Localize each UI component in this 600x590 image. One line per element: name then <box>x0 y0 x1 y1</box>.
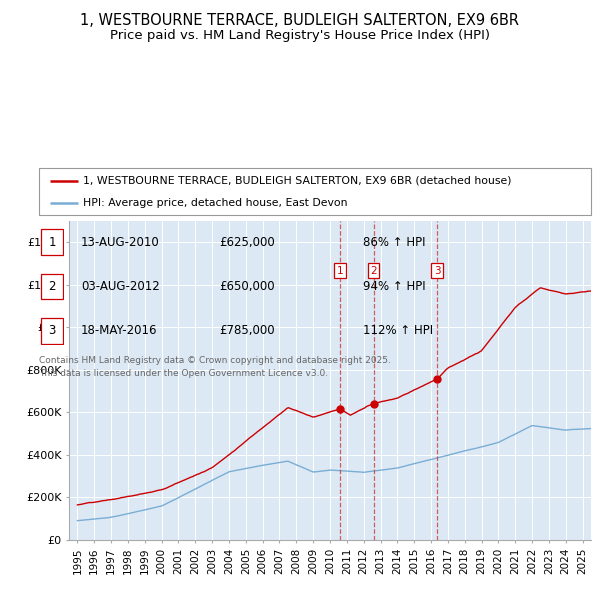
Text: 94% ↑ HPI: 94% ↑ HPI <box>363 280 425 293</box>
Text: 112% ↑ HPI: 112% ↑ HPI <box>363 324 433 337</box>
Text: HPI: Average price, detached house, East Devon: HPI: Average price, detached house, East… <box>83 198 347 208</box>
Text: 13-AUG-2010: 13-AUG-2010 <box>81 235 160 249</box>
Text: 18-MAY-2016: 18-MAY-2016 <box>81 324 157 337</box>
Text: 1, WESTBOURNE TERRACE, BUDLEIGH SALTERTON, EX9 6BR: 1, WESTBOURNE TERRACE, BUDLEIGH SALTERTO… <box>80 13 520 28</box>
FancyBboxPatch shape <box>41 318 63 343</box>
Text: 2: 2 <box>49 280 56 293</box>
Text: 86% ↑ HPI: 86% ↑ HPI <box>363 235 425 249</box>
Text: 1, WESTBOURNE TERRACE, BUDLEIGH SALTERTON, EX9 6BR (detached house): 1, WESTBOURNE TERRACE, BUDLEIGH SALTERTO… <box>83 176 512 186</box>
Text: 1: 1 <box>337 266 344 276</box>
Text: 3: 3 <box>49 324 56 337</box>
FancyBboxPatch shape <box>41 230 63 255</box>
FancyBboxPatch shape <box>39 168 591 215</box>
Text: 3: 3 <box>434 266 441 276</box>
FancyBboxPatch shape <box>41 274 63 299</box>
Text: Price paid vs. HM Land Registry's House Price Index (HPI): Price paid vs. HM Land Registry's House … <box>110 30 490 42</box>
Text: This data is licensed under the Open Government Licence v3.0.: This data is licensed under the Open Gov… <box>39 369 328 378</box>
Text: £650,000: £650,000 <box>219 280 275 293</box>
Text: £785,000: £785,000 <box>219 324 275 337</box>
Text: £625,000: £625,000 <box>219 235 275 249</box>
Text: 2: 2 <box>370 266 377 276</box>
Text: 03-AUG-2012: 03-AUG-2012 <box>81 280 160 293</box>
Text: 1: 1 <box>49 235 56 249</box>
Text: Contains HM Land Registry data © Crown copyright and database right 2025.: Contains HM Land Registry data © Crown c… <box>39 356 391 365</box>
